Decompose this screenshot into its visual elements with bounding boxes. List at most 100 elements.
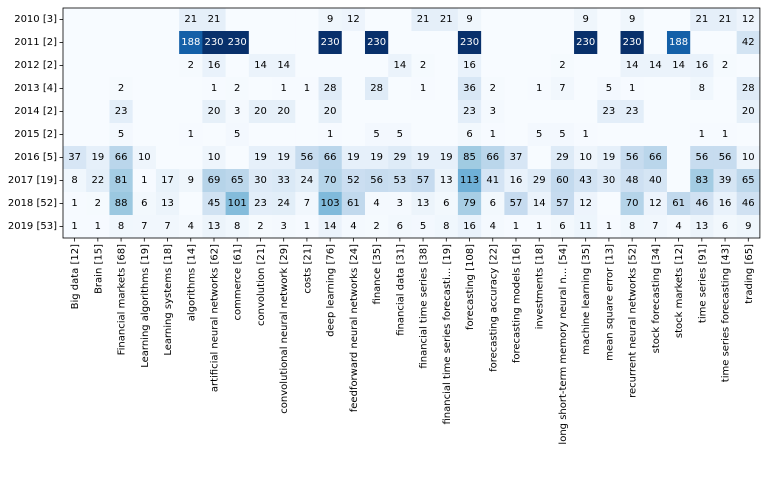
heatmap-cell [736,54,761,78]
cell-value-label: 61 [672,198,685,209]
cell-value-label: 230 [204,37,223,48]
cell-value-label: 5 [397,129,403,140]
heatmap-cell [295,215,319,239]
heatmap-cell [597,192,621,216]
heatmap-cell [574,77,598,101]
heatmap-cell [597,31,621,55]
heatmap-cell [272,169,296,193]
cell-value-label: 45 [208,198,221,209]
cell-value-label: 20 [324,106,337,117]
cell-value-label: 13 [208,221,221,232]
heatmap-cell [597,123,621,147]
cell-value-label: 56 [370,175,383,186]
heatmap-cell [597,146,621,170]
cell-value-label: 1 [582,129,588,140]
heatmap-cell [155,169,180,193]
cell-value-label: 3 [234,106,240,117]
cell-value-label: 2 [95,198,101,209]
heatmap-cell [86,8,110,32]
heatmap-cell [504,31,528,55]
cell-value-label: 36 [463,83,476,94]
heatmap-cell [109,8,134,32]
heatmap-cell [713,31,738,55]
heatmap-cell [341,146,366,170]
heatmap-cell [481,54,505,78]
cell-value-label: 30 [254,175,267,186]
heatmap-cell [109,146,134,170]
heatmap-cell [457,123,482,147]
heatmap-cell [86,215,110,239]
heatmap-cell [318,169,343,193]
row-tick-labels: 2010 [3] 2011 [2] 2012 [2] 2013 [4] 2014 [2]… [8,14,63,232]
heatmap-cell [388,146,412,170]
heatmap-cell [527,8,552,32]
cell-value-label: 7 [304,198,310,209]
heatmap-cell [364,31,389,55]
cell-value-label: 57 [556,198,569,209]
cell-value-label: 230 [367,37,386,48]
heatmap-cell [713,123,738,147]
cell-value-label: 10 [579,152,592,163]
cell-value-label: 14 [649,60,662,71]
heatmap-cell [504,100,528,124]
row-tick-label: 2017 [19] [8,175,57,186]
heatmap-cell [225,123,250,147]
cell-value-label: 6 [559,221,565,232]
heatmap-cell [318,54,343,78]
cell-value-label: 4 [675,221,681,232]
heatmap-cell [179,8,203,32]
cell-value-label: 230 [228,37,247,48]
heatmap-cell [248,123,273,147]
heatmap-cell [248,215,273,239]
cell-value-label: 42 [742,37,755,48]
heatmap-cell [364,123,389,147]
cell-value-label: 53 [393,175,406,186]
heatmap-cell [248,77,273,101]
heatmap-cell [132,169,157,193]
heatmap-cell [504,192,528,216]
heatmap-cell [504,123,528,147]
heatmap-cell [132,192,157,216]
cell-value-label: 19 [440,152,453,163]
heatmap-cell [620,146,645,170]
heatmap-cell [272,100,296,124]
heatmap-cell [86,31,110,55]
cell-value-label: 21 [184,14,197,25]
cell-value-label: 9 [188,175,194,186]
cell-value-label: 8 [443,221,449,232]
heatmap-cell [155,31,180,55]
cell-value-label: 5 [118,129,124,140]
heatmap-cell [109,100,134,124]
heatmap-cell [411,77,436,101]
cell-value-label: 1 [71,198,77,209]
heatmap-cell [295,31,319,55]
column-tick-label: investments [18] [535,244,546,329]
heatmap-cell [550,192,575,216]
heatmap-cell [643,146,668,170]
column-tick-label: machine learning [35] [581,244,592,355]
cell-value-label: 113 [460,175,479,186]
cell-value-label: 81 [115,175,128,186]
cell-value-label: 19 [347,152,360,163]
heatmap-cell [109,192,134,216]
cell-value-label: 6 [490,198,496,209]
heatmap-cell [109,77,134,101]
row-tick-label: 2014 [2] [14,106,57,117]
heatmap-cell [504,77,528,101]
heatmap-cell [643,77,668,101]
heatmap-cell [666,100,691,124]
heatmap-cell [550,77,575,101]
cell-value-label: 30 [603,175,616,186]
heatmap-cell [527,54,552,78]
heatmap-cell [574,54,598,78]
cell-value-label: 2 [373,221,379,232]
heatmap-cell [202,100,227,124]
heatmap-cell [63,31,87,55]
heatmap-cell [272,8,296,32]
heatmap-cell [248,100,273,124]
heatmap-cell [132,215,157,239]
heatmap-cell [643,169,668,193]
heatmap-cell [272,192,296,216]
